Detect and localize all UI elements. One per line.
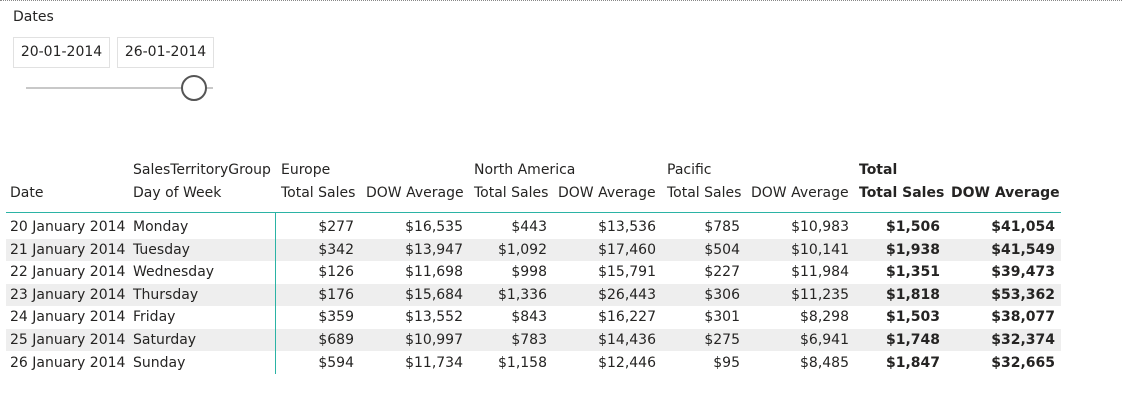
value-cell: $126 — [318, 264, 354, 281]
value-cell: $1,092 — [498, 241, 547, 258]
value-cell: $13,947 — [405, 241, 463, 258]
row-header: Date — [10, 185, 44, 201]
group-header: Total — [859, 162, 898, 178]
value-cell: $13,536 — [598, 219, 656, 235]
column-header: DOW Average — [558, 185, 656, 201]
end-date-input[interactable]: 26-01-2014 — [117, 37, 214, 68]
value-cell: $176 — [318, 286, 354, 303]
value-cell: $41,054 — [991, 219, 1055, 235]
date-cell: 26 January 2014 — [10, 354, 126, 371]
date-cell: 23 January 2014 — [10, 286, 126, 303]
value-cell: $15,791 — [598, 264, 656, 281]
value-cell: $785 — [704, 219, 740, 235]
column-header: Total Sales — [474, 185, 549, 201]
value-cell: $53,362 — [991, 286, 1055, 303]
value-cell: $8,298 — [800, 309, 849, 326]
value-cell: $277 — [318, 219, 354, 235]
value-cell: $12,446 — [598, 354, 656, 371]
value-cell: $443 — [511, 219, 547, 235]
value-cell: $504 — [704, 241, 740, 258]
slider-handle[interactable] — [181, 75, 207, 101]
value-cell: $359 — [318, 309, 354, 326]
value-cell: $1,351 — [885, 264, 940, 281]
day-cell: Monday — [133, 219, 189, 235]
column-header: Total Sales — [667, 185, 742, 201]
value-cell: $227 — [704, 264, 740, 281]
value-cell: $783 — [511, 332, 547, 348]
row-header-group: SalesTerritoryGroup — [133, 162, 271, 178]
value-cell: $10,983 — [791, 219, 849, 235]
value-cell: $594 — [318, 354, 354, 371]
date-cell: 24 January 2014 — [10, 309, 126, 326]
value-cell: $1,503 — [885, 309, 940, 326]
header-divider — [6, 212, 1061, 213]
value-cell: $39,473 — [991, 264, 1055, 281]
day-cell: Wednesday — [133, 264, 215, 281]
value-cell: $689 — [318, 332, 354, 348]
value-cell: $1,818 — [885, 286, 940, 303]
value-cell: $11,235 — [791, 286, 849, 303]
value-cell: $306 — [704, 286, 740, 303]
group-header: North America — [474, 162, 576, 178]
value-cell: $14,436 — [598, 332, 656, 348]
value-cell: $1,506 — [885, 219, 940, 235]
value-cell: $26,443 — [598, 286, 656, 303]
value-cell: $275 — [704, 332, 740, 348]
value-cell: $1,158 — [498, 354, 547, 371]
value-cell: $998 — [511, 264, 547, 281]
slicer-title: Dates — [13, 9, 54, 25]
group-header: Pacific — [667, 162, 712, 178]
column-header: DOW Average — [366, 185, 464, 201]
value-cell: $13,552 — [405, 309, 463, 326]
row-shading — [6, 329, 1061, 351]
value-cell: $301 — [704, 309, 740, 326]
row-shading — [6, 238, 1061, 261]
row-shading — [6, 283, 1061, 306]
value-cell: $8,485 — [800, 354, 849, 371]
value-cell: $95 — [713, 354, 740, 371]
row-header: Day of Week — [133, 185, 222, 201]
day-cell: Sunday — [133, 354, 186, 371]
value-cell: $17,460 — [598, 241, 656, 258]
row-header-divider — [275, 212, 276, 374]
value-cell: $1,938 — [885, 241, 940, 258]
value-cell: $41,549 — [991, 241, 1055, 258]
start-date-input[interactable]: 20-01-2014 — [13, 37, 110, 68]
page-border — [0, 0, 1122, 1]
value-cell: $16,535 — [405, 219, 463, 235]
value-cell: $32,374 — [991, 332, 1055, 348]
column-header: Total Sales — [859, 185, 945, 201]
column-header: Total Sales — [281, 185, 356, 201]
value-cell: $843 — [511, 309, 547, 326]
day-cell: Thursday — [133, 286, 199, 303]
date-slider[interactable] — [0, 70, 230, 110]
value-cell: $11,984 — [791, 264, 849, 281]
value-cell: $1,847 — [885, 354, 940, 371]
date-cell: 25 January 2014 — [10, 332, 126, 348]
value-cell: $6,941 — [800, 332, 849, 348]
column-header: DOW Average — [751, 185, 849, 201]
day-cell: Tuesday — [133, 241, 190, 258]
day-cell: Saturday — [133, 332, 197, 348]
group-header: Europe — [281, 162, 331, 178]
value-cell: $32,665 — [991, 354, 1055, 371]
value-cell: $342 — [318, 241, 354, 258]
value-cell: $38,077 — [991, 309, 1055, 326]
value-cell: $16,227 — [598, 309, 656, 326]
value-cell: $11,698 — [405, 264, 463, 281]
date-cell: 21 January 2014 — [10, 241, 126, 258]
date-cell: 20 January 2014 — [10, 219, 126, 235]
day-cell: Friday — [133, 309, 176, 326]
value-cell: $10,141 — [791, 241, 849, 258]
column-header: DOW Average — [951, 185, 1060, 201]
date-cell: 22 January 2014 — [10, 264, 126, 281]
value-cell: $10,997 — [405, 332, 463, 348]
value-cell: $15,684 — [405, 286, 463, 303]
value-cell: $1,748 — [885, 332, 940, 348]
value-cell: $1,336 — [498, 286, 547, 303]
value-cell: $11,734 — [405, 354, 463, 371]
